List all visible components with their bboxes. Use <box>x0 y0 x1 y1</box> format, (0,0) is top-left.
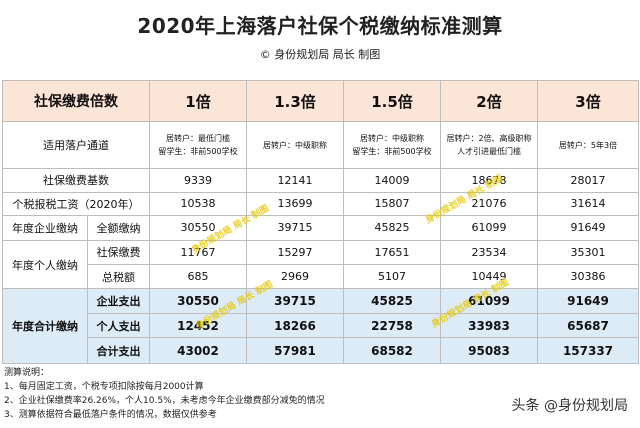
channel-cell: 居转户：中级职称 留学生：非前500学校 <box>343 121 441 170</box>
page-title: 2020年上海落户社保个税缴纳标准测算 <box>137 14 503 38</box>
cell: 12141 <box>246 168 344 193</box>
table-row: 合计支出 43002 57981 68582 95083 157337 <box>3 337 639 364</box>
sub-label: 企业支出 <box>87 288 150 314</box>
source-watermark: 头条 @身份规划局 <box>511 398 628 414</box>
sub-label: 社保缴费 <box>87 239 150 266</box>
cell: 21076 <box>440 191 538 217</box>
cell: 10449 <box>440 263 538 290</box>
header-col: 2倍 <box>440 79 538 123</box>
cell: 157337 <box>537 337 639 364</box>
cell: 13699 <box>246 191 344 217</box>
cell: 9339 <box>149 168 247 193</box>
cell: 65687 <box>537 312 639 339</box>
header-col: 3倍 <box>537 79 639 123</box>
cell: 14009 <box>343 168 441 193</box>
cell: 22758 <box>343 312 441 339</box>
group-label: 年度企业缴纳 <box>2 215 88 241</box>
cell: 39715 <box>246 215 344 241</box>
channel-row: 适用落户通道 居转户：最低门槛 留学生：非前500学校 居转户：中级职称 居转户：… <box>2 121 639 170</box>
channel-cell: 居转户：最低门槛 留学生：非前500学校 <box>149 121 247 170</box>
multiplier-header: 社保缴费倍数 <box>2 79 150 123</box>
notes-heading: 测算说明： <box>4 368 50 378</box>
cell: 91649 <box>537 288 639 314</box>
cell: 45825 <box>343 288 441 314</box>
channel-cell: 居转户：2倍、高级职称 人才引进最低门槛 <box>440 121 538 170</box>
header-row: 社保缴费倍数 1倍 1.3倍 1.5倍 2倍 3倍 <box>2 79 639 123</box>
cell: 30550 <box>149 288 247 314</box>
table-row: 年度个人缴纳 社保缴费 11767 15297 17651 23534 3530… <box>2 239 639 290</box>
cell: 68582 <box>343 337 441 364</box>
row-label: 个税报税工资（2020年） <box>2 191 150 217</box>
sub-label: 合计支出 <box>87 337 150 364</box>
note-item: 3、测算依据符合最低落户条件的情况，数据仅供参考 <box>4 410 217 420</box>
cell: 28017 <box>537 168 639 193</box>
cell: 18266 <box>246 312 344 339</box>
cell: 95083 <box>440 337 538 364</box>
cell: 43002 <box>149 337 247 364</box>
table-row: 社保缴费基数 9339 12141 14009 18678 28017 <box>2 168 639 193</box>
note-item: 1、每月固定工资，个税专项扣除按每月2000计算 <box>4 382 204 392</box>
cell: 12452 <box>149 312 247 339</box>
cell: 11767 <box>149 239 247 266</box>
cell: 61099 <box>440 215 538 241</box>
cell: 35301 <box>537 239 639 266</box>
cell: 2969 <box>246 263 344 290</box>
row-label: 社保缴费基数 <box>2 168 150 193</box>
group-label: 年度合计缴纳 <box>2 288 88 364</box>
cell: 31614 <box>537 191 639 217</box>
cell: 18678 <box>440 168 538 193</box>
header-col: 1.3倍 <box>246 79 344 123</box>
group-label: 年度个人缴纳 <box>2 239 88 290</box>
table-row: 个税报税工资（2020年） 10538 13699 15807 21076 31… <box>2 191 639 217</box>
header-col: 1倍 <box>149 79 247 123</box>
table-row: 总税额 685 2969 5107 10449 30386 <box>3 263 639 290</box>
cell: 685 <box>149 263 247 290</box>
sub-label: 总税额 <box>87 263 150 290</box>
cell: 30386 <box>537 263 639 290</box>
cell: 10538 <box>149 191 247 217</box>
cell: 91649 <box>537 215 639 241</box>
cell: 15297 <box>246 239 344 266</box>
credit-line: © 身份规划局 局长 制图 <box>259 48 381 61</box>
notes: 测算说明： 1、每月固定工资，个税专项扣除按每月2000计算 2、企业社保缴费率… <box>4 366 604 422</box>
note-item: 2、企业社保缴费率26.26%，个人10.5%，未考虑今年企业缴费部分减免的情况 <box>4 396 325 406</box>
table-row: 年度合计缴纳 企业支出 30550 39715 45825 61099 9164… <box>2 288 639 364</box>
cell: 17651 <box>343 239 441 266</box>
channel-label: 适用落户通道 <box>2 121 150 170</box>
cell: 61099 <box>440 288 538 314</box>
cell: 23534 <box>440 239 538 266</box>
cell: 57981 <box>246 337 344 364</box>
channel-cell: 居转户：中级职称 <box>246 121 344 170</box>
table-row: 个人支出 12452 18266 22758 33983 65687 <box>3 312 639 339</box>
cell: 5107 <box>343 263 441 290</box>
contribution-table: 社保缴费倍数 1倍 1.3倍 1.5倍 2倍 3倍 适用落户通道 居转户：最低门… <box>2 79 639 364</box>
header-col: 1.5倍 <box>343 79 441 123</box>
cell: 33983 <box>440 312 538 339</box>
channel-cell: 居转户：5年3倍 <box>537 121 639 170</box>
sub-label: 个人支出 <box>87 312 150 339</box>
cell: 39715 <box>246 288 344 314</box>
table-row: 年度企业缴纳 全额缴纳 30550 39715 45825 61099 9164… <box>2 215 639 241</box>
sub-label: 全额缴纳 <box>87 215 150 241</box>
